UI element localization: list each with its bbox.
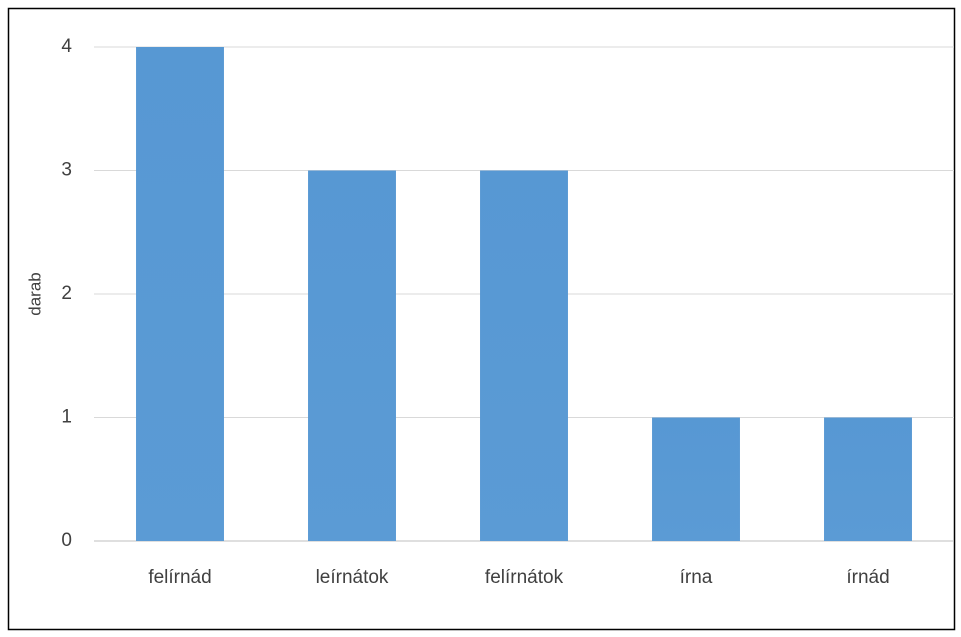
x-tick-label: írnád xyxy=(846,567,889,588)
x-tick-label: felírnád xyxy=(148,567,211,588)
y-tick-label: 1 xyxy=(61,407,72,428)
bar xyxy=(824,417,912,541)
y-tick-label: 2 xyxy=(61,283,72,304)
x-tick-label: felírnátok xyxy=(485,567,564,588)
bar xyxy=(136,47,224,541)
bar xyxy=(308,170,396,541)
y-axis-title: darab xyxy=(25,272,44,315)
y-tick-label: 4 xyxy=(61,36,72,57)
y-tick-label: 0 xyxy=(61,530,72,551)
x-tick-label: leírnátok xyxy=(316,567,389,588)
y-tick-label: 3 xyxy=(61,160,72,181)
bar xyxy=(652,417,740,541)
bar xyxy=(480,170,568,541)
x-tick-label: írna xyxy=(680,567,713,588)
